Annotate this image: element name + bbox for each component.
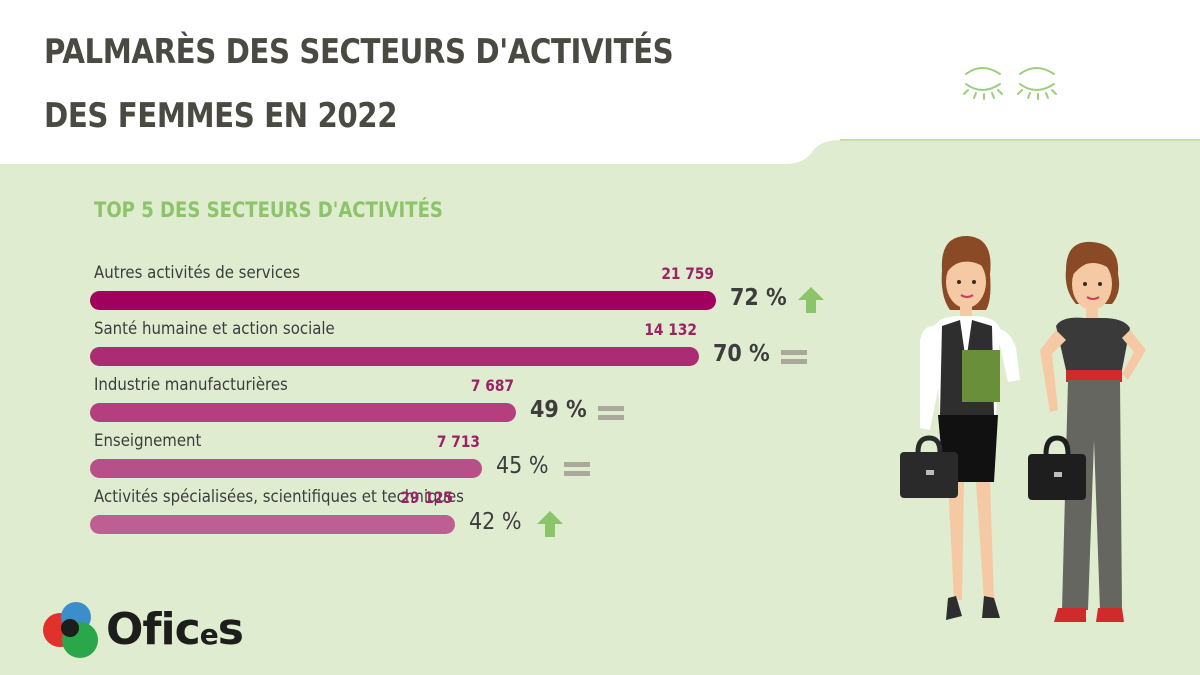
bar: [90, 291, 717, 310]
bar-category-label: Industrie manufacturières: [94, 375, 288, 395]
bar: [90, 515, 456, 534]
logo-mark-icon: [43, 602, 98, 658]
equals-icon: [598, 406, 625, 420]
ofices-logo: Ofices: [40, 600, 290, 662]
bar-percent-label: 70 %: [713, 341, 770, 367]
bar: [90, 459, 482, 478]
bar-category-label: Enseignement: [94, 431, 202, 451]
equals-icon: [781, 350, 807, 364]
woman-right-figure: [1028, 241, 1146, 622]
bar-count-label: 29 125: [400, 488, 454, 507]
logo-wordmark: Ofices: [106, 604, 244, 655]
arrow-up-icon: [798, 287, 825, 313]
bar: [90, 347, 699, 366]
bar-category-label: Activités spécialisées, scientifiques et…: [94, 487, 464, 507]
woman-left-figure: [900, 235, 1020, 620]
bar-percent-label: 45 %: [495, 453, 549, 479]
header-panel: [0, 0, 1200, 164]
businesswomen-illustration: [900, 235, 1146, 622]
page-title-line-2: DES FEMMES EN 2022: [44, 96, 398, 136]
bar-percent-label: 49 %: [530, 397, 588, 423]
bar-count-label: 7 713: [436, 432, 480, 451]
bar: [90, 403, 517, 422]
bar-category-label: Autres activités de services: [94, 263, 301, 283]
bar-percent-label: 42 %: [469, 509, 522, 535]
closed-eyes-icon: [963, 67, 1057, 100]
equals-icon: [563, 462, 590, 476]
chart-title: TOP 5 DES SECTEURS D'ACTIVITÉS: [94, 198, 443, 222]
arrow-up-icon: [537, 511, 564, 537]
bar-count-label: 7 687: [471, 376, 515, 395]
bar-count-label: 14 132: [644, 320, 697, 339]
bar-category-label: Santé humaine et action sociale: [94, 319, 335, 339]
bar-percent-label: 72 %: [730, 285, 788, 311]
bar-count-label: 21 759: [661, 264, 715, 283]
page-title-line-1: PALMARÈS DES SECTEURS D'ACTIVITÉS: [44, 32, 674, 72]
